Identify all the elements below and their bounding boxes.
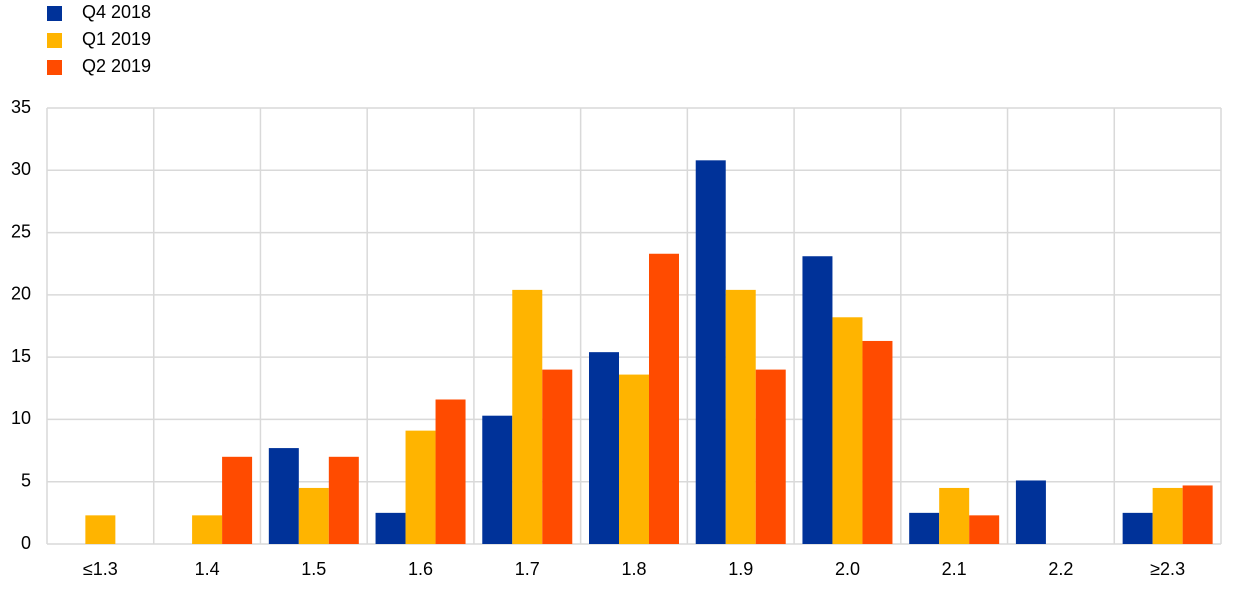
bar (435, 399, 466, 544)
x-tick-label: 1.5 (301, 559, 326, 579)
bar (969, 515, 1000, 544)
legend-swatch (47, 33, 62, 48)
bar (802, 256, 833, 544)
bar (862, 340, 893, 544)
bar (192, 515, 223, 544)
y-tick-label: 20 (11, 284, 31, 304)
bar (1122, 512, 1153, 544)
x-tick-label: ≤1.3 (83, 559, 118, 579)
y-tick-label: 25 (11, 221, 31, 241)
x-tick-label: 2.0 (835, 559, 860, 579)
bar (222, 456, 253, 544)
bar (1015, 480, 1046, 544)
x-tick-label: ≥2.3 (1150, 559, 1185, 579)
bar (268, 448, 299, 544)
y-tick-label: 0 (21, 533, 31, 553)
bar (85, 515, 116, 544)
bar (512, 289, 543, 544)
bar (542, 369, 573, 544)
x-tick-label: 2.1 (942, 559, 967, 579)
bar (619, 374, 649, 544)
bar (482, 415, 513, 544)
bar (1182, 485, 1213, 544)
bar (298, 487, 329, 544)
legend-label: Q1 2019 (82, 29, 151, 49)
bar (649, 253, 679, 544)
x-tick-label: 1.8 (621, 559, 646, 579)
y-tick-label: 15 (11, 346, 31, 366)
bar (405, 430, 436, 544)
y-tick-label: 10 (11, 408, 31, 428)
bar (1152, 487, 1183, 544)
legend-swatch (47, 60, 62, 75)
y-tick-label: 30 (11, 159, 31, 179)
bar (939, 487, 970, 544)
bar (328, 456, 359, 544)
bar (725, 289, 756, 544)
x-tick-label: 1.4 (195, 559, 220, 579)
x-tick-label: 1.9 (728, 559, 753, 579)
bar (695, 160, 726, 544)
y-tick-label: 35 (11, 97, 31, 117)
bar (589, 352, 619, 544)
y-tick-label: 5 (21, 470, 31, 490)
bar (832, 317, 863, 544)
bar (755, 369, 786, 544)
legend-label: Q4 2018 (82, 2, 151, 22)
x-tick-label: 1.7 (515, 559, 540, 579)
bar (375, 512, 406, 544)
x-tick-label: 1.6 (408, 559, 433, 579)
legend-label: Q2 2019 (82, 56, 151, 76)
bar (909, 512, 940, 544)
legend-swatch (47, 6, 62, 21)
x-tick-label: 2.2 (1048, 559, 1073, 579)
